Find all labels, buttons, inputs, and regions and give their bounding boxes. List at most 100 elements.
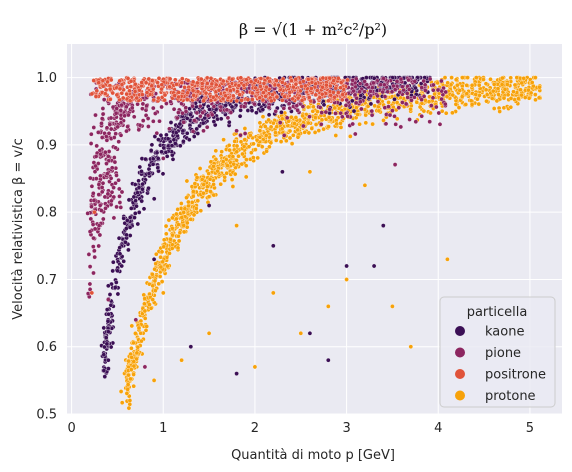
kaone-point — [227, 119, 232, 125]
positrone-point — [324, 82, 329, 88]
kaone-point — [133, 198, 138, 203]
pione-point — [431, 87, 436, 93]
pione-point — [381, 76, 386, 81]
protone-point — [333, 133, 339, 138]
pione-point — [113, 131, 118, 136]
pione-point — [109, 165, 115, 171]
pione-point — [398, 124, 404, 130]
pione-point — [421, 78, 426, 84]
pione-point — [386, 104, 391, 109]
pione-point — [396, 105, 402, 110]
pione-point — [113, 180, 118, 186]
pione-point — [109, 189, 115, 195]
pione-point — [340, 114, 345, 120]
protone-point — [464, 91, 470, 96]
y-tick-label: 0.9 — [36, 138, 57, 153]
protone-point — [289, 114, 294, 120]
pione-point — [103, 149, 108, 155]
positrone-point — [159, 82, 165, 87]
pione-point — [93, 163, 98, 169]
pione-point — [118, 108, 124, 113]
kaone-point — [350, 98, 355, 104]
protone-point — [248, 133, 253, 138]
protone-point — [357, 121, 362, 127]
pione-point — [319, 122, 324, 127]
pione-point — [209, 112, 215, 118]
positrone-point — [213, 82, 219, 88]
positrone-point — [306, 95, 312, 100]
positrone-point — [167, 84, 172, 90]
kaone-point — [140, 181, 145, 187]
protone-point — [232, 171, 238, 177]
positrone-point — [238, 75, 244, 81]
protone-point — [181, 223, 186, 228]
pione-point — [99, 189, 105, 195]
protone-point — [184, 195, 189, 200]
kaone-point — [117, 245, 122, 250]
positrone-point — [320, 75, 326, 81]
positrone-point — [317, 95, 323, 100]
pione-point — [218, 104, 224, 110]
protone-point — [348, 134, 353, 139]
protone-point — [153, 261, 158, 266]
kaone-point — [106, 311, 111, 317]
protone-point — [363, 120, 369, 126]
pione-point — [101, 216, 106, 222]
protone-point — [131, 363, 137, 369]
positrone-point — [220, 96, 226, 102]
positrone-point — [139, 80, 144, 85]
protone-point — [231, 161, 236, 167]
protone-point — [201, 190, 206, 196]
protone-point — [148, 306, 154, 311]
kaone-point — [150, 156, 156, 162]
pione-point — [118, 133, 124, 138]
pione-point — [97, 232, 103, 238]
protone-point — [188, 217, 194, 222]
positrone-point — [125, 76, 131, 81]
protone-point — [501, 95, 507, 101]
protone-point — [363, 112, 368, 118]
kaone-point — [143, 156, 148, 162]
positrone-point — [208, 76, 214, 81]
protone-point — [528, 90, 534, 96]
pione-point — [96, 223, 102, 228]
pione-point — [159, 104, 164, 110]
protone-point — [305, 104, 311, 110]
protone-point — [315, 109, 320, 114]
protone-point — [370, 121, 375, 127]
pione-point — [266, 105, 272, 110]
pione-point — [362, 79, 367, 84]
kaone-point — [184, 116, 190, 121]
positrone-point — [285, 84, 290, 89]
pione-point — [406, 77, 411, 83]
pione-point — [100, 180, 106, 186]
positrone-point — [228, 88, 233, 93]
kaone-point — [271, 243, 276, 249]
legend-marker-protone — [455, 390, 465, 401]
protone-point — [126, 372, 131, 378]
protone-point — [191, 194, 196, 199]
protone-point — [230, 154, 236, 159]
kaone-point — [207, 107, 212, 112]
protone-point — [457, 88, 463, 93]
protone-point — [163, 223, 169, 229]
kaone-point — [141, 206, 147, 212]
positrone-point — [220, 78, 226, 84]
positrone-point — [180, 76, 185, 81]
kaone-point — [195, 131, 201, 136]
kaone-point — [256, 102, 262, 107]
positrone-point — [250, 97, 255, 102]
kaone-point — [170, 157, 176, 162]
pione-point — [375, 93, 380, 99]
positrone-point — [309, 86, 314, 91]
protone-point — [490, 88, 496, 94]
protone-point — [284, 138, 289, 144]
positrone-point — [245, 97, 251, 102]
protone-point — [502, 87, 508, 92]
protone-point — [310, 109, 316, 114]
positrone-point — [231, 93, 236, 99]
protone-point — [225, 163, 230, 168]
protone-point — [279, 126, 285, 132]
protone-point — [306, 130, 312, 136]
protone-point — [526, 87, 531, 93]
